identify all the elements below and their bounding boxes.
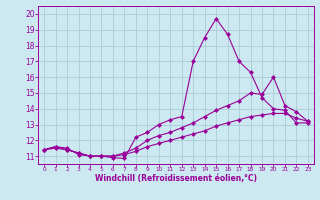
X-axis label: Windchill (Refroidissement éolien,°C): Windchill (Refroidissement éolien,°C) [95,174,257,183]
